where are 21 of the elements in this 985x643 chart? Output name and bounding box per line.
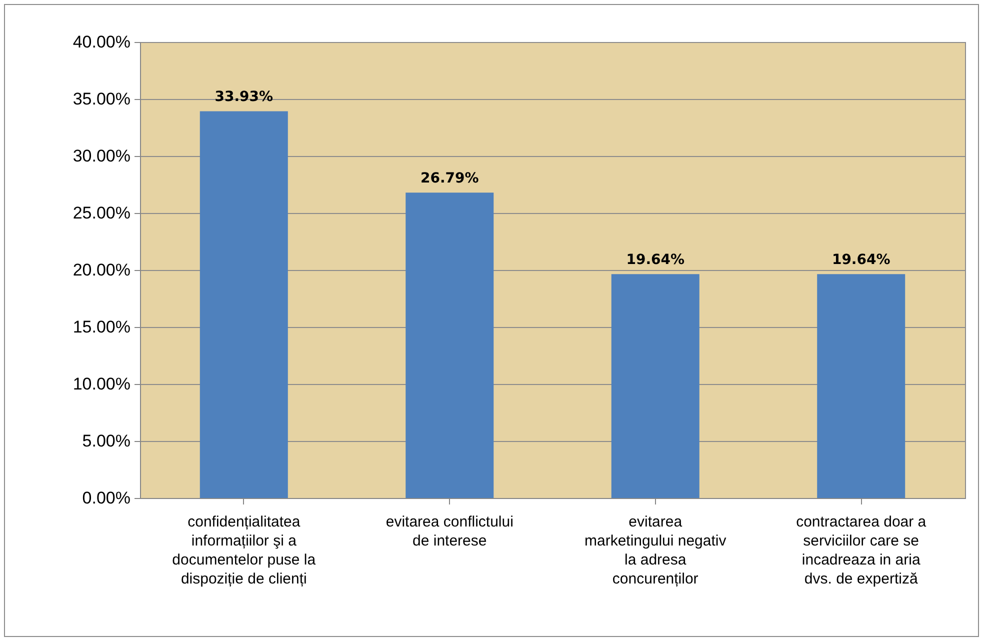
y-tick-label: 20.00% xyxy=(72,260,130,280)
y-tick-label: 35.00% xyxy=(72,90,130,108)
x-tick-label: contractarea doar a serviciilor care se incadreaza in aria dvs. de expertiză xyxy=(796,514,927,588)
data-label: 19.64% xyxy=(626,252,685,268)
x-tick-label: evitarea marketingului negativ la adresa concurenților xyxy=(584,514,727,588)
bar xyxy=(817,274,906,498)
bar xyxy=(200,111,288,498)
x-tick-label: confidențialitatea informațiilor şi a documentelor puse la dispoziție de clienți xyxy=(172,514,316,588)
bar xyxy=(611,274,700,498)
data-label: 19.64% xyxy=(832,252,890,268)
y-tick-label: 10.00% xyxy=(72,374,130,394)
y-tick-label: 15.00% xyxy=(72,318,130,336)
y-tick-label: 0.00% xyxy=(82,488,130,508)
data-label: 26.79% xyxy=(420,170,479,187)
y-tick-label: 5.00% xyxy=(82,432,130,450)
data-label: 33.93% xyxy=(214,89,274,106)
bar xyxy=(406,192,494,498)
y-tick-label: 40.00% xyxy=(72,32,130,52)
x-tick-label: evitarea conflictului de interese xyxy=(386,514,514,550)
y-tick-label: 30.00% xyxy=(72,146,130,166)
y-tick-label: 25.00% xyxy=(72,204,130,222)
